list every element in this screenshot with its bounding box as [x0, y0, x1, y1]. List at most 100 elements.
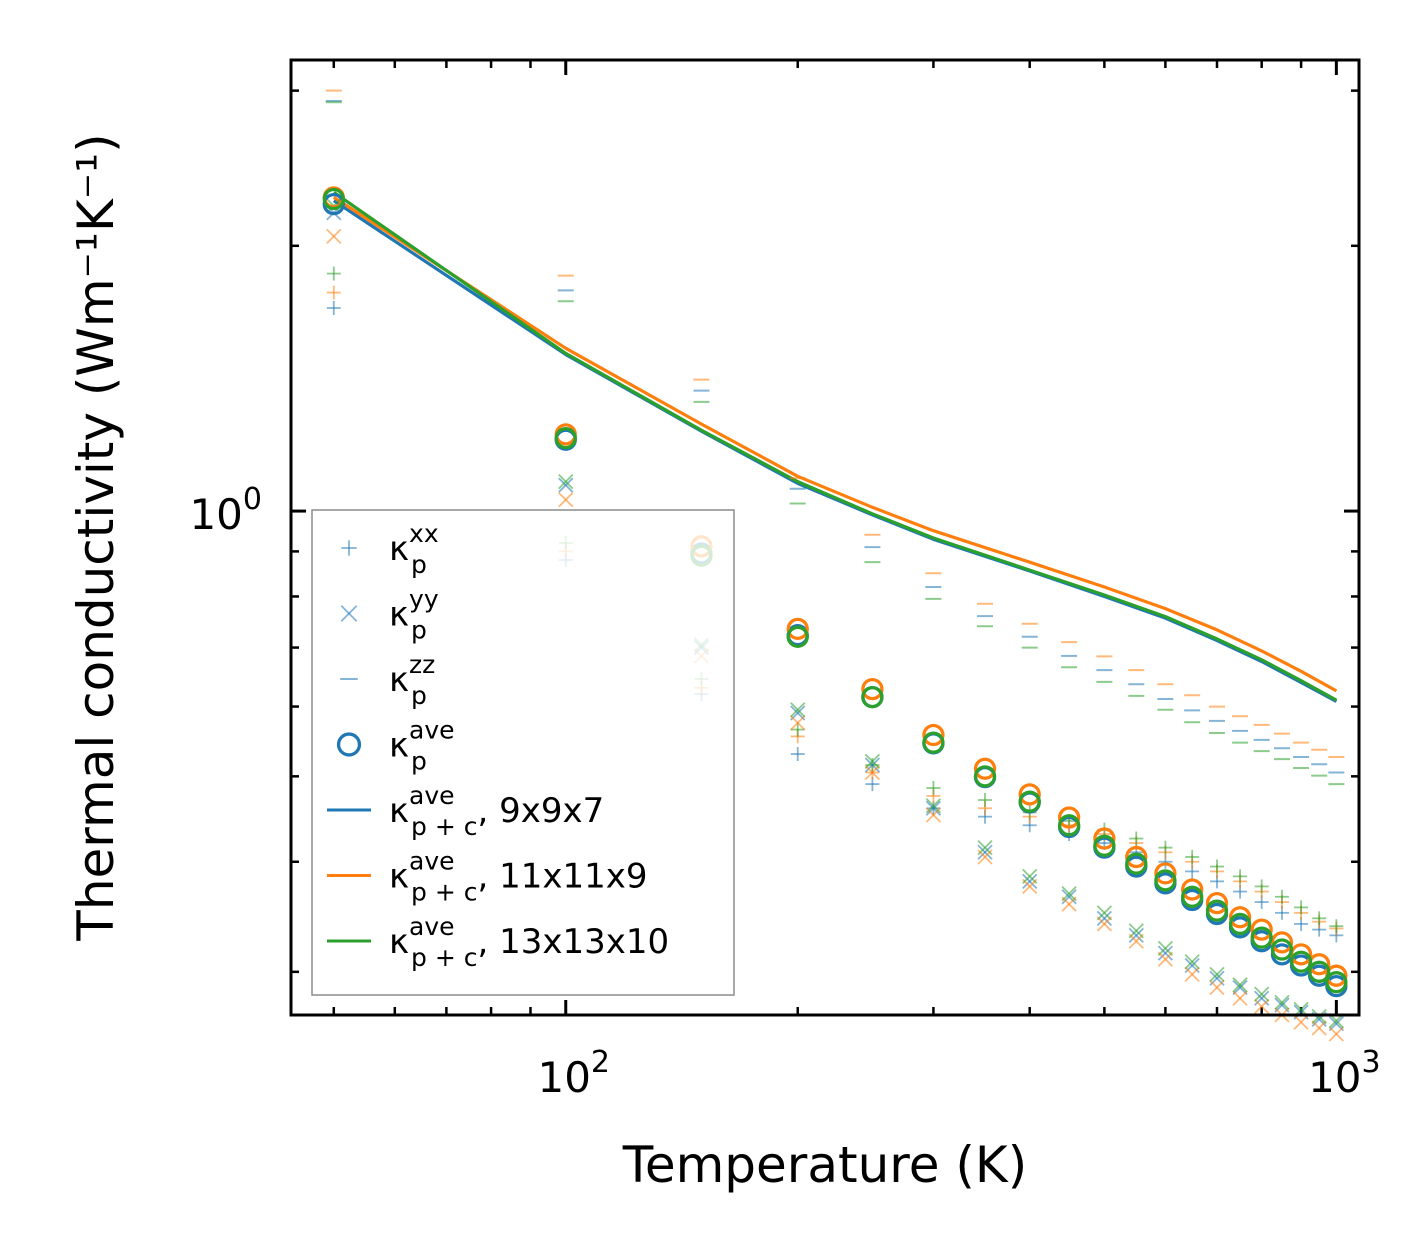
y-tick-label-exp: 0 [243, 482, 262, 517]
legend-label: κyy p [389, 585, 439, 645]
point-circle-o [973, 757, 997, 780]
point-x [1061, 886, 1077, 902]
x-tick-label-exp: 2 [591, 1045, 610, 1080]
point-plus [1233, 869, 1248, 884]
point-x [977, 844, 993, 860]
x-tick-label-base: 10 [1308, 1053, 1361, 1102]
point-x [1061, 889, 1077, 905]
legend-label-base: κ [389, 726, 409, 766]
point-circle [554, 426, 577, 450]
legend-item: κave p + c, 13x13x10 [327, 912, 669, 972]
point-x [1232, 990, 1248, 1006]
major-ticks [291, 60, 1359, 1015]
point-x-b [925, 800, 942, 816]
point-circle-o [922, 731, 945, 754]
point-x-b [1061, 886, 1077, 902]
point-x [864, 753, 881, 769]
legend-label-sup: zz [409, 650, 435, 679]
legend-label-sup: yy [409, 585, 439, 614]
point-x [977, 840, 993, 856]
point-x-b [1311, 1020, 1327, 1036]
point-plus [1158, 840, 1173, 855]
point-x [1254, 986, 1270, 1002]
point-circle [1125, 845, 1148, 869]
point-x-b [790, 702, 806, 718]
point-circle-o [1228, 906, 1252, 929]
legend-label: κxx p [389, 519, 439, 579]
point-circle [1093, 827, 1116, 850]
point-circle [922, 731, 945, 754]
point-x-b [1096, 916, 1113, 932]
y-tick-labels: 100 [189, 482, 262, 539]
point-x [1128, 927, 1144, 943]
point-circle [1018, 790, 1041, 813]
point-circle [1181, 878, 1204, 901]
point-x [1157, 940, 1174, 956]
legend-label-sub: p [411, 681, 427, 710]
point-x [1096, 905, 1113, 921]
point-circle-o [922, 723, 945, 747]
point-circle [1250, 918, 1273, 941]
point-x [1254, 998, 1270, 1015]
point-circle-o [1270, 931, 1294, 954]
point-x-b [790, 715, 806, 731]
point-x [925, 800, 942, 816]
legend-label-suffix: , 9x9x7 [477, 791, 604, 831]
point-plus [1209, 859, 1224, 874]
series-dash-7 [325, 89, 1345, 758]
point-circle-o [1250, 926, 1273, 949]
point-circle-o [861, 685, 884, 709]
point-circle-o [1250, 918, 1273, 941]
point-x-b [864, 764, 881, 781]
point-x-b [1022, 868, 1038, 885]
point-plus [326, 301, 341, 316]
point-circle [1181, 885, 1204, 908]
point-circle [1093, 834, 1116, 857]
point-circle-o [1270, 938, 1294, 961]
point-x-b [1232, 979, 1248, 996]
legend-label: κave p + c, 9x9x7 [389, 781, 604, 841]
point-x-b [1232, 990, 1248, 1006]
point-circle-o [1018, 783, 1041, 806]
point-plus [790, 747, 805, 762]
legend-label: κave p + c, 13x13x10 [389, 912, 669, 972]
legend-label-sup: ave [409, 912, 455, 941]
point-x-b [1157, 940, 1174, 956]
point-x [1232, 977, 1248, 993]
point-circle-o [973, 765, 997, 788]
point-circle [1228, 906, 1252, 929]
point-x [1209, 979, 1225, 996]
point-x [1157, 951, 1174, 967]
point-x [790, 702, 806, 718]
plot-frame [289, 58, 1361, 1017]
point-circle-o [1125, 852, 1148, 875]
y-tick-label: 100 [189, 482, 262, 539]
legend-item: κave p [336, 716, 455, 776]
legend-item: κzz p [340, 650, 435, 710]
point-circle [786, 625, 809, 648]
legend-label-base: κ [389, 595, 409, 635]
x-tick-label-exp: 3 [1362, 1045, 1381, 1080]
point-plus [1274, 889, 1289, 904]
legend-item: κave p + c, 9x9x7 [327, 781, 604, 841]
point-plus [1129, 831, 1144, 846]
point-x [925, 798, 942, 814]
point-x-b [1184, 954, 1200, 970]
legend-item: κave p + c, 11x11x9 [327, 847, 648, 907]
point-circle-o [1093, 834, 1116, 857]
point-x-b [558, 477, 574, 493]
point-plus [926, 780, 941, 795]
point-circle [1125, 852, 1148, 875]
point-plus [1185, 849, 1200, 864]
point-circle [1270, 938, 1294, 961]
point-circle [1308, 960, 1331, 983]
point-x [864, 757, 881, 773]
series-dash-6 [325, 99, 1345, 774]
point-circle [1057, 806, 1081, 829]
legend-label-sup: ave [409, 781, 455, 810]
point-x-b [558, 492, 574, 508]
point-circle-o [1325, 971, 1348, 994]
point-circle-o [1228, 912, 1252, 936]
